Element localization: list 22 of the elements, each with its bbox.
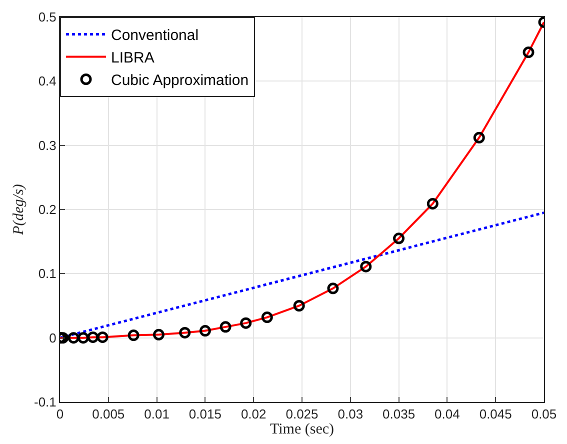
- y-tick-label: 0.2: [38, 202, 56, 218]
- legend-label: LIBRA: [111, 50, 154, 67]
- x-tick-label: 0.045: [479, 406, 512, 422]
- x-tick-label: 0.005: [92, 406, 125, 422]
- y-tick-label: 0.1: [38, 266, 56, 282]
- x-tick-label: 0.03: [338, 406, 364, 422]
- x-tick-label: 0.02: [240, 406, 266, 422]
- legend-label: Conventional: [111, 27, 199, 44]
- y-tick-label: -0.1: [34, 394, 56, 410]
- x-tick-label: 0.025: [286, 406, 318, 422]
- y-tick-label: 0.5: [38, 10, 56, 25]
- x-tick-label: 0.05: [531, 406, 557, 422]
- legend-label: Cubic Approximation: [111, 72, 249, 90]
- x-tick-label: 0.01: [144, 406, 170, 422]
- x-tick-label: 0.015: [188, 406, 222, 422]
- y-tick-label: 0: [49, 330, 56, 346]
- y-tick-label: 0.4: [38, 74, 56, 89]
- y-tick-label: 0.3: [38, 138, 56, 153]
- x-tick-label: 0.04: [434, 406, 460, 422]
- x-tick-label: 0.035: [382, 406, 416, 422]
- y-axis-title: P(deg/s): [11, 184, 28, 236]
- x-axis-title: Time (sec): [270, 422, 334, 438]
